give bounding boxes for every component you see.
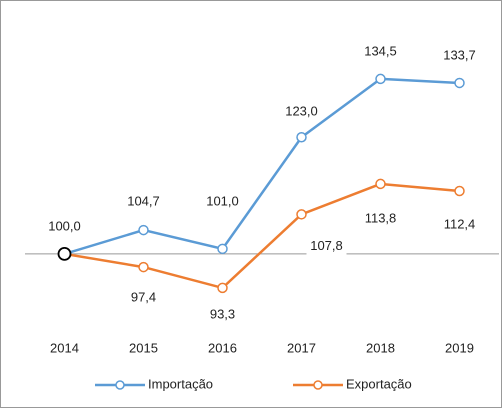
- legend-marker: [313, 380, 323, 390]
- x-tick-label: 2015: [129, 340, 158, 355]
- data-label: 93,3: [210, 306, 235, 321]
- series-line: [64, 182, 460, 290]
- x-tick-label: 2016: [208, 340, 237, 355]
- origin-marker: [57, 247, 72, 261]
- point: [217, 282, 228, 294]
- point: [217, 243, 228, 255]
- x-tick-label: 2017: [287, 340, 316, 355]
- legend-label: Exportação: [346, 376, 412, 391]
- legend-label: Importação: [148, 376, 213, 391]
- point: [454, 77, 465, 89]
- data-label: 123,0: [285, 104, 318, 119]
- x-tick-label: 2014: [50, 340, 79, 355]
- legend-marker: [115, 380, 125, 390]
- point: [296, 131, 307, 143]
- x-tick-label: 2019: [445, 340, 474, 355]
- data-label: 107,8: [310, 238, 343, 253]
- data-label: 97,4: [131, 290, 156, 305]
- label-bg: [306, 237, 347, 256]
- data-label: 100,0: [48, 218, 81, 233]
- data-label: 101,0: [206, 193, 239, 208]
- point: [138, 224, 149, 236]
- point: [454, 185, 465, 197]
- point: [138, 261, 149, 273]
- series-line: [64, 77, 460, 256]
- data-label: 113,8: [365, 210, 397, 225]
- point: [375, 73, 386, 85]
- point: [296, 209, 307, 220]
- x-tick-label: 2018: [366, 340, 395, 355]
- data-label: 134,5: [364, 43, 397, 58]
- data-label: 133,7: [443, 47, 476, 62]
- data-label: 112,4: [444, 216, 476, 231]
- point: [375, 178, 386, 190]
- data-label: 104,7: [127, 194, 160, 209]
